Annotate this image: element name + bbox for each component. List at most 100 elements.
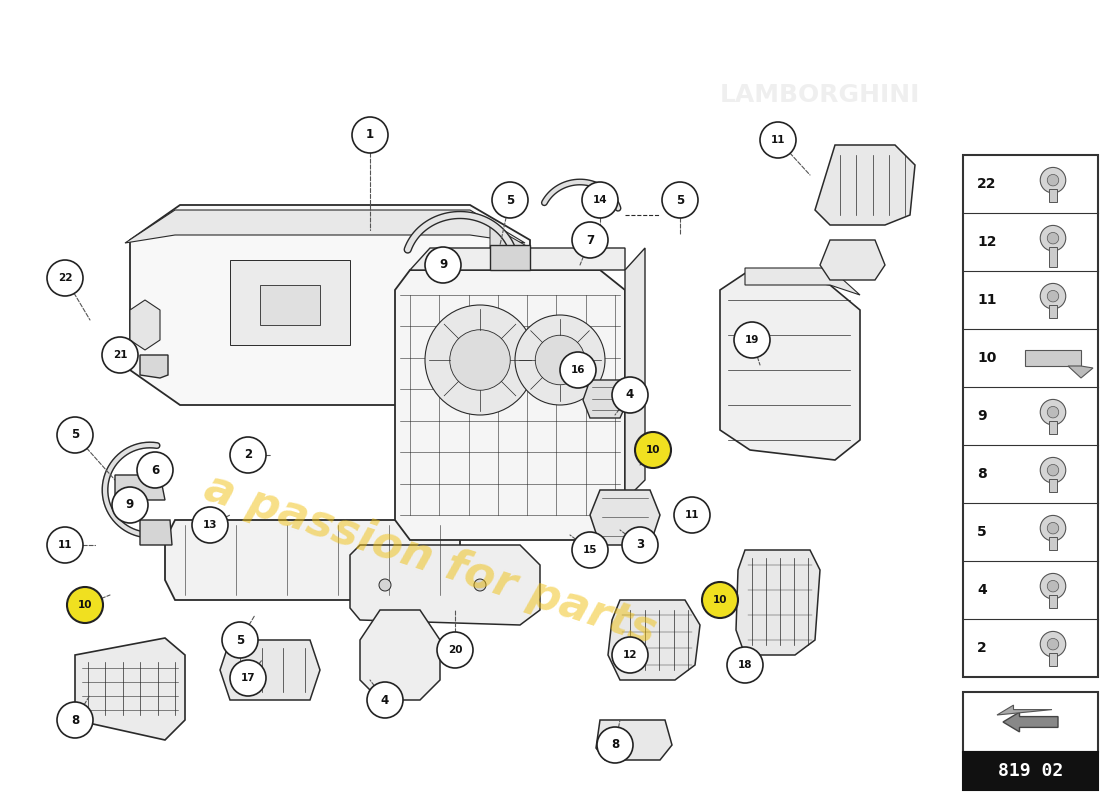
- Circle shape: [57, 417, 94, 453]
- Circle shape: [112, 487, 148, 523]
- Polygon shape: [590, 490, 660, 545]
- Text: 4: 4: [626, 389, 634, 402]
- Text: 11: 11: [684, 510, 700, 520]
- Polygon shape: [1068, 366, 1093, 378]
- Text: 11: 11: [57, 540, 73, 550]
- Text: 7: 7: [586, 234, 594, 246]
- Polygon shape: [596, 720, 672, 760]
- Text: 14: 14: [593, 195, 607, 205]
- Text: a passion for parts: a passion for parts: [199, 466, 661, 654]
- Text: 13: 13: [202, 520, 218, 530]
- Circle shape: [536, 335, 585, 385]
- Text: 6: 6: [151, 463, 160, 477]
- Text: 8: 8: [610, 738, 619, 751]
- Circle shape: [702, 582, 738, 618]
- Text: 16: 16: [571, 365, 585, 375]
- Circle shape: [674, 497, 710, 533]
- Circle shape: [760, 122, 796, 158]
- Polygon shape: [815, 145, 915, 225]
- Polygon shape: [130, 300, 159, 350]
- Text: 10: 10: [646, 445, 660, 455]
- Circle shape: [662, 182, 698, 218]
- Text: 9: 9: [439, 258, 447, 271]
- Circle shape: [515, 315, 605, 405]
- Polygon shape: [820, 240, 886, 280]
- Circle shape: [1041, 515, 1066, 541]
- Polygon shape: [165, 520, 460, 600]
- Text: 22: 22: [977, 177, 997, 191]
- Circle shape: [352, 117, 388, 153]
- Circle shape: [1041, 167, 1066, 193]
- Bar: [1049, 421, 1057, 434]
- Circle shape: [230, 437, 266, 473]
- Circle shape: [635, 432, 671, 468]
- Circle shape: [612, 637, 648, 673]
- Bar: [1049, 595, 1057, 608]
- Circle shape: [560, 352, 596, 388]
- Text: 5: 5: [977, 525, 987, 539]
- Circle shape: [1047, 465, 1058, 476]
- Circle shape: [230, 660, 266, 696]
- Text: 5: 5: [70, 429, 79, 442]
- Circle shape: [222, 622, 258, 658]
- Bar: [962, 752, 1098, 790]
- Circle shape: [1047, 290, 1058, 302]
- Bar: [1025, 350, 1081, 366]
- Polygon shape: [140, 355, 168, 378]
- Text: 9: 9: [125, 498, 134, 511]
- Text: 17: 17: [241, 673, 255, 683]
- Circle shape: [1041, 574, 1066, 599]
- Text: 12: 12: [977, 235, 997, 249]
- Text: 3: 3: [636, 538, 645, 551]
- Circle shape: [492, 182, 528, 218]
- Text: 5: 5: [235, 634, 244, 646]
- Polygon shape: [220, 640, 320, 700]
- Circle shape: [1041, 283, 1066, 309]
- Circle shape: [47, 527, 82, 563]
- Polygon shape: [736, 550, 820, 655]
- Polygon shape: [410, 248, 625, 270]
- Circle shape: [612, 377, 648, 413]
- Polygon shape: [130, 205, 530, 405]
- Text: 21: 21: [112, 350, 128, 360]
- Bar: [1049, 653, 1057, 666]
- Circle shape: [1047, 581, 1058, 592]
- Text: 8: 8: [977, 467, 987, 481]
- Circle shape: [1041, 226, 1066, 251]
- Circle shape: [572, 532, 608, 568]
- Polygon shape: [116, 475, 165, 500]
- Polygon shape: [260, 285, 320, 325]
- Text: 9: 9: [977, 409, 987, 423]
- Circle shape: [727, 647, 763, 683]
- Circle shape: [597, 727, 632, 763]
- Circle shape: [425, 247, 461, 283]
- Bar: [962, 155, 1098, 677]
- Circle shape: [1047, 638, 1058, 650]
- Circle shape: [437, 632, 473, 668]
- Text: 4: 4: [381, 694, 389, 706]
- Bar: [1049, 189, 1057, 202]
- Polygon shape: [720, 270, 860, 460]
- Polygon shape: [745, 268, 860, 295]
- Circle shape: [138, 452, 173, 488]
- Text: 10: 10: [78, 600, 92, 610]
- Circle shape: [450, 330, 510, 390]
- Polygon shape: [625, 248, 645, 500]
- Polygon shape: [230, 260, 350, 345]
- Text: 2: 2: [244, 449, 252, 462]
- Text: 20: 20: [448, 645, 462, 655]
- Polygon shape: [140, 520, 172, 545]
- Circle shape: [582, 182, 618, 218]
- Circle shape: [1047, 406, 1058, 418]
- Bar: [962, 692, 1098, 752]
- Text: 15: 15: [583, 545, 597, 555]
- Circle shape: [47, 260, 82, 296]
- Bar: [1049, 537, 1057, 550]
- Polygon shape: [490, 225, 530, 265]
- Circle shape: [67, 587, 103, 623]
- Circle shape: [57, 702, 94, 738]
- Circle shape: [474, 579, 486, 591]
- Polygon shape: [75, 638, 185, 740]
- Circle shape: [425, 305, 535, 415]
- Text: 5: 5: [675, 194, 684, 206]
